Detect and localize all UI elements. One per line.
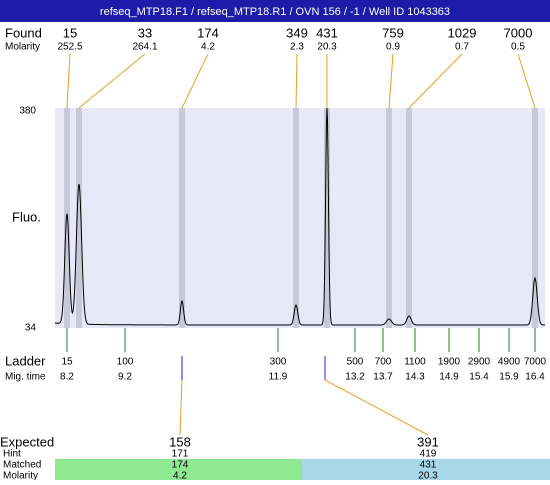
matched-size: 431: [420, 460, 437, 471]
ladder-time: 15.9: [499, 372, 519, 383]
matched-bg: [302, 459, 550, 480]
found-molarity: 4.2: [201, 42, 215, 53]
expected-size: 158: [169, 434, 191, 449]
peak-connector: [408, 53, 463, 109]
expected-connector: [324, 379, 429, 436]
found-size: 759: [382, 25, 404, 40]
ladder-size: 7000: [524, 357, 547, 368]
peak-connector: [181, 53, 209, 109]
ladder-size: 4900: [498, 357, 521, 368]
found-size: 349: [286, 25, 308, 40]
peak-band: [386, 108, 392, 328]
found-molarity: 252.5: [57, 42, 82, 53]
peak-band: [64, 108, 70, 328]
expected-label: Expected: [0, 434, 54, 449]
ladder-size: 500: [347, 357, 364, 368]
ladder-time: 9.2: [118, 372, 132, 383]
matched-molarity: 20.3: [418, 471, 438, 480]
peak-connector: [388, 53, 394, 109]
ladder-time: 14.3: [405, 372, 425, 383]
found-molarity: 264.1: [132, 42, 157, 53]
matched-size: 174: [172, 460, 189, 471]
ladder-time: 8.2: [60, 372, 74, 383]
ladder-time: 15.4: [469, 372, 489, 383]
found-size: 15: [63, 25, 77, 40]
found-size: 1029: [448, 25, 477, 40]
ladder-time: 13.7: [373, 372, 393, 383]
mig-time-label: Mig. time: [5, 372, 46, 383]
title: refseq_MTP18.F1 / refseq_MTP18.R1 / OVN …: [100, 6, 450, 18]
y-min: 34: [25, 323, 37, 334]
matched-bg: [55, 459, 302, 480]
peak-connector: [66, 53, 71, 109]
matched-label: Matched: [3, 460, 41, 471]
peak-band: [76, 108, 82, 328]
plot-area: [55, 108, 545, 328]
ladder-size: 1100: [404, 357, 426, 368]
expected-size: 391: [417, 434, 439, 449]
found-label: Found: [5, 25, 42, 40]
trace: [55, 107, 545, 326]
hint-label: Hint: [3, 449, 21, 460]
ladder-size: 2900: [468, 357, 491, 368]
peak-band: [293, 108, 299, 328]
exp-molarity-label: Molarity: [3, 471, 38, 480]
ladder-time: 11.9: [269, 372, 288, 383]
expected-connector: [179, 379, 183, 436]
found-molarity: 0.5: [511, 42, 525, 53]
found-size: 174: [197, 25, 219, 40]
peak-connector: [295, 53, 298, 109]
peak-connector: [78, 53, 146, 109]
found-molarity: 0.9: [386, 42, 400, 53]
hint-size: 419: [420, 449, 437, 460]
peak-band: [179, 108, 185, 328]
ladder-size: 100: [117, 357, 134, 368]
matched-molarity: 4.2: [173, 471, 187, 480]
found-size: 431: [316, 25, 338, 40]
ladder-time: 13.2: [345, 372, 365, 383]
peak-band: [406, 108, 412, 328]
found-size: 7000: [504, 25, 533, 40]
peak-band: [324, 108, 330, 328]
ladder-size: 15: [61, 357, 73, 368]
title-bar: [0, 0, 550, 22]
ladder-time: 14.9: [439, 372, 459, 383]
ladder-size: 300: [270, 357, 287, 368]
peak-band: [532, 108, 538, 328]
found-molarity: 2.3: [290, 42, 304, 53]
y-axis-label: Fluo.: [12, 209, 41, 224]
molarity-label: Molarity: [5, 42, 40, 53]
hint-size: 171: [172, 449, 189, 460]
ladder-time: 16.4: [525, 372, 545, 383]
ladder-size: 700: [375, 357, 392, 368]
found-molarity: 20.3: [317, 42, 337, 53]
found-size: 33: [138, 25, 152, 40]
found-molarity: 0.7: [455, 42, 469, 53]
ladder-label: Ladder: [5, 353, 46, 368]
peak-connector: [517, 53, 536, 109]
ladder-size: 1900: [438, 357, 461, 368]
y-max: 380: [19, 106, 36, 117]
